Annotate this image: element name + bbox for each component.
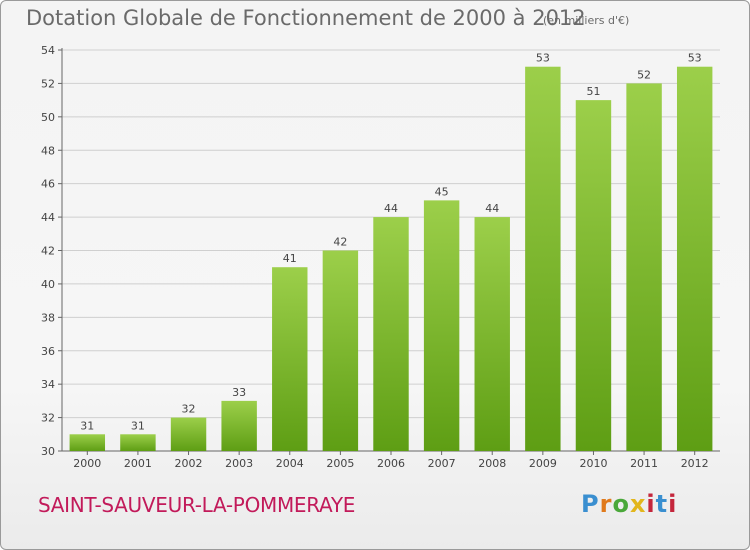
bar-2000 <box>69 434 106 451</box>
bar-2004 <box>272 267 308 451</box>
data-label-2010: 51 <box>586 85 600 98</box>
x-tick-label-2007: 2007 <box>428 457 456 470</box>
data-label-2007: 45 <box>435 185 449 198</box>
bar-2011 <box>626 83 662 452</box>
x-tick-label-2004: 2004 <box>276 457 304 470</box>
bar-2003 <box>221 400 257 451</box>
y-tick-label-50: 50 <box>41 111 55 124</box>
proxiti-logo: Proxiti <box>581 490 678 518</box>
y-tick-label-40: 40 <box>41 278 55 291</box>
x-tick-label-2002: 2002 <box>175 457 203 470</box>
x-tick-label-2000: 2000 <box>73 457 101 470</box>
y-tick-label-44: 44 <box>41 211 55 224</box>
data-label-2001: 31 <box>131 419 145 432</box>
data-label-2009: 53 <box>536 52 550 65</box>
x-tick-label-2005: 2005 <box>326 457 354 470</box>
y-tick-label-30: 30 <box>41 445 55 458</box>
y-tick-label-32: 32 <box>41 412 55 425</box>
x-tick-label-2006: 2006 <box>377 457 405 470</box>
data-label-2000: 31 <box>80 419 94 432</box>
bar-2001 <box>120 434 156 451</box>
data-label-2008: 44 <box>485 202 499 215</box>
x-tick-label-2009: 2009 <box>529 457 557 470</box>
y-tick-label-38: 38 <box>41 311 55 324</box>
bar-2010 <box>575 100 612 451</box>
axes: 30 32 34 36 38 40 42 44 46 48 50 52 54 2000 2001 2002 20… <box>41 44 720 470</box>
bar-2012 <box>676 66 713 451</box>
bar-2008 <box>474 217 510 451</box>
chart-title: Dotation Globale de Fonctionnement de 20… <box>26 6 586 30</box>
y-tick-label-46: 46 <box>41 178 55 191</box>
data-label-2002: 32 <box>182 403 196 416</box>
commune-name: SAINT-SAUVEUR-LA-POMMERAYE <box>38 493 356 517</box>
bar-2002 <box>170 417 207 451</box>
data-label-2004: 41 <box>283 252 297 265</box>
x-tick-label-2012: 2012 <box>681 457 709 470</box>
data-label-2005: 42 <box>333 236 347 249</box>
bar-2009 <box>525 66 561 451</box>
chart-units: (en milliers d'€) <box>543 14 630 27</box>
y-tick-label-36: 36 <box>41 345 55 358</box>
y-tick-label-54: 54 <box>41 44 55 57</box>
x-tick-label-2003: 2003 <box>225 457 253 470</box>
x-tick-label-2010: 2010 <box>579 457 607 470</box>
x-tick-label-2011: 2011 <box>630 457 658 470</box>
y-tick-label-52: 52 <box>41 77 55 90</box>
data-label-2011: 52 <box>637 68 651 81</box>
x-tick-label-2008: 2008 <box>478 457 506 470</box>
x-tick-label-2001: 2001 <box>124 457 152 470</box>
data-label-2006: 44 <box>384 202 398 215</box>
data-label-2003: 33 <box>232 386 246 399</box>
bar-2007 <box>423 200 460 451</box>
y-tick-label-34: 34 <box>41 378 55 391</box>
y-tick-label-42: 42 <box>41 245 55 258</box>
data-labels: 31 31 32 33 41 42 44 45 44 53 51 52 53 <box>80 52 701 433</box>
bar-2005 <box>322 250 359 451</box>
y-tick-label-48: 48 <box>41 144 55 157</box>
data-label-2012: 53 <box>688 52 702 65</box>
bar-2006 <box>373 217 409 451</box>
bars <box>69 66 713 452</box>
